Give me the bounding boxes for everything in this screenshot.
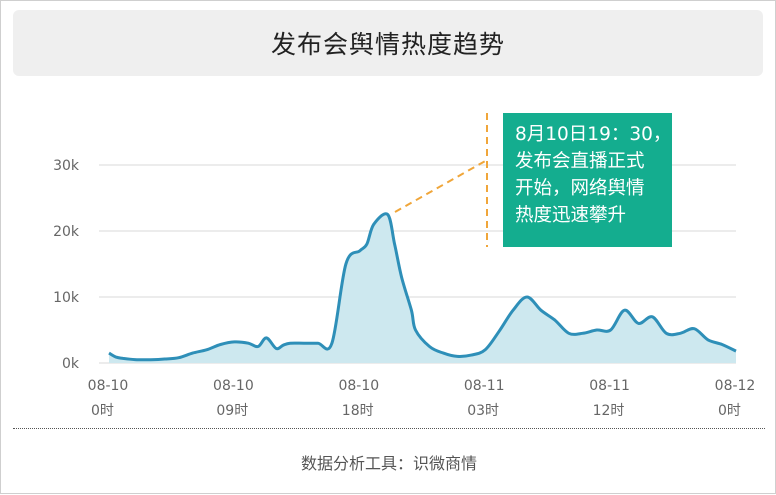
x-tick-label: 08-10 bbox=[88, 378, 129, 394]
annotation-line-1: 8月10日19：30， bbox=[515, 124, 672, 145]
x-tick-sublabel: 03时 bbox=[467, 403, 499, 419]
y-tick-label: 0k bbox=[62, 356, 80, 372]
x-tick-label: 08-10 bbox=[213, 378, 254, 394]
callout-leader-diagonal bbox=[394, 159, 488, 213]
x-tick-label: 08-10 bbox=[338, 378, 379, 394]
x-tick-sublabel: 0时 bbox=[91, 403, 114, 419]
x-tick-label: 08-11 bbox=[589, 378, 630, 394]
x-tick-label: 08-11 bbox=[464, 378, 505, 394]
series-line bbox=[108, 212, 737, 362]
chart-title: 发布会舆情热度趋势 bbox=[270, 30, 505, 59]
footer-divider bbox=[13, 428, 765, 429]
series-area bbox=[109, 213, 736, 363]
y-tick-label: 30k bbox=[53, 158, 80, 174]
annotation-line-3: 开始，网络舆情 bbox=[515, 178, 645, 199]
x-tick-sublabel: 12时 bbox=[593, 403, 625, 419]
y-tick-label: 20k bbox=[53, 224, 80, 240]
annotation-callout: 8月10日19：30， 发布会直播正式 开始，网络舆情 热度迅速攀升 bbox=[503, 113, 672, 247]
x-tick-sublabel: 0时 bbox=[718, 403, 741, 419]
annotation-line-4: 热度迅速攀升 bbox=[515, 205, 627, 226]
annotation-line-2: 发布会直播正式 bbox=[515, 151, 645, 172]
x-tick-sublabel: 18时 bbox=[342, 403, 374, 419]
x-tick-label: 08-12 bbox=[715, 378, 756, 394]
data-source: 数据分析工具：识微商情 bbox=[300, 454, 477, 473]
x-tick-sublabel: 09时 bbox=[216, 403, 248, 419]
y-tick-label: 10k bbox=[53, 290, 80, 306]
title-bar: 发布会舆情热度趋势 bbox=[13, 10, 763, 76]
